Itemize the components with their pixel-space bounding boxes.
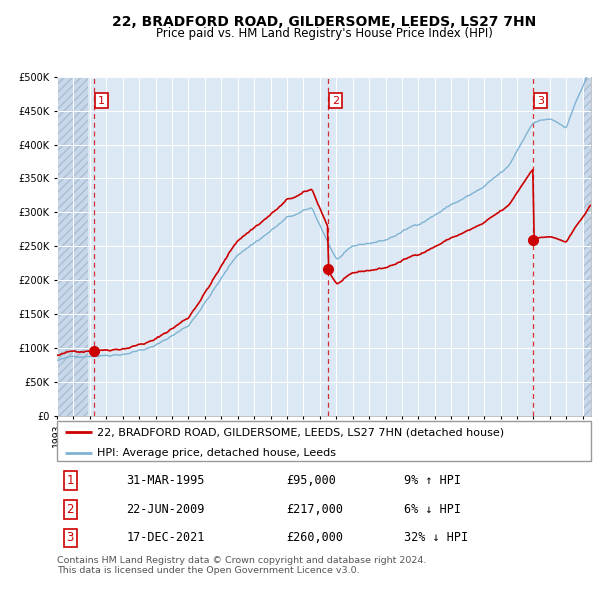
Text: 3: 3	[537, 96, 544, 106]
Text: 9% ↑ HPI: 9% ↑ HPI	[404, 474, 461, 487]
Text: £260,000: £260,000	[287, 532, 344, 545]
Bar	[57, 77, 88, 416]
Text: HPI: Average price, detached house, Leeds: HPI: Average price, detached house, Leed…	[97, 448, 336, 458]
Text: 1: 1	[98, 96, 105, 106]
Text: 2: 2	[67, 503, 74, 516]
Text: 3: 3	[67, 532, 74, 545]
Text: 2: 2	[332, 96, 339, 106]
Text: £95,000: £95,000	[287, 474, 337, 487]
Text: 17-DEC-2021: 17-DEC-2021	[127, 532, 205, 545]
Text: 6% ↓ HPI: 6% ↓ HPI	[404, 503, 461, 516]
Text: 1: 1	[67, 474, 74, 487]
Text: 22, BRADFORD ROAD, GILDERSOME, LEEDS, LS27 7HN: 22, BRADFORD ROAD, GILDERSOME, LEEDS, LS…	[112, 15, 536, 29]
Text: Price paid vs. HM Land Registry's House Price Index (HPI): Price paid vs. HM Land Registry's House …	[155, 27, 493, 40]
Text: Contains HM Land Registry data © Crown copyright and database right 2024.
This d: Contains HM Land Registry data © Crown c…	[57, 556, 427, 575]
Bar	[583, 77, 599, 416]
Text: 32% ↓ HPI: 32% ↓ HPI	[404, 532, 468, 545]
Text: 31-MAR-1995: 31-MAR-1995	[127, 474, 205, 487]
Text: 22, BRADFORD ROAD, GILDERSOME, LEEDS, LS27 7HN (detached house): 22, BRADFORD ROAD, GILDERSOME, LEEDS, LS…	[97, 428, 504, 438]
Text: £217,000: £217,000	[287, 503, 344, 516]
FancyBboxPatch shape	[57, 421, 591, 461]
Text: 22-JUN-2009: 22-JUN-2009	[127, 503, 205, 516]
